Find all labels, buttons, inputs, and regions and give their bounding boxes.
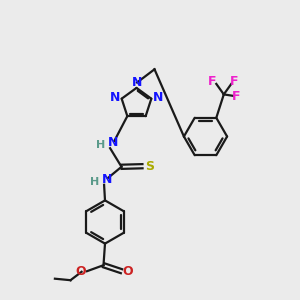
Text: N: N — [108, 136, 118, 149]
Text: S: S — [146, 160, 154, 173]
Text: F: F — [208, 75, 217, 88]
Text: N: N — [110, 91, 120, 104]
Text: H: H — [91, 177, 100, 187]
Text: N: N — [132, 76, 142, 89]
Text: F: F — [232, 90, 241, 103]
Text: N: N — [153, 91, 163, 104]
Text: O: O — [75, 265, 86, 278]
Text: N: N — [102, 173, 112, 186]
Text: H: H — [97, 140, 106, 150]
Text: O: O — [123, 265, 134, 278]
Text: F: F — [230, 75, 238, 88]
